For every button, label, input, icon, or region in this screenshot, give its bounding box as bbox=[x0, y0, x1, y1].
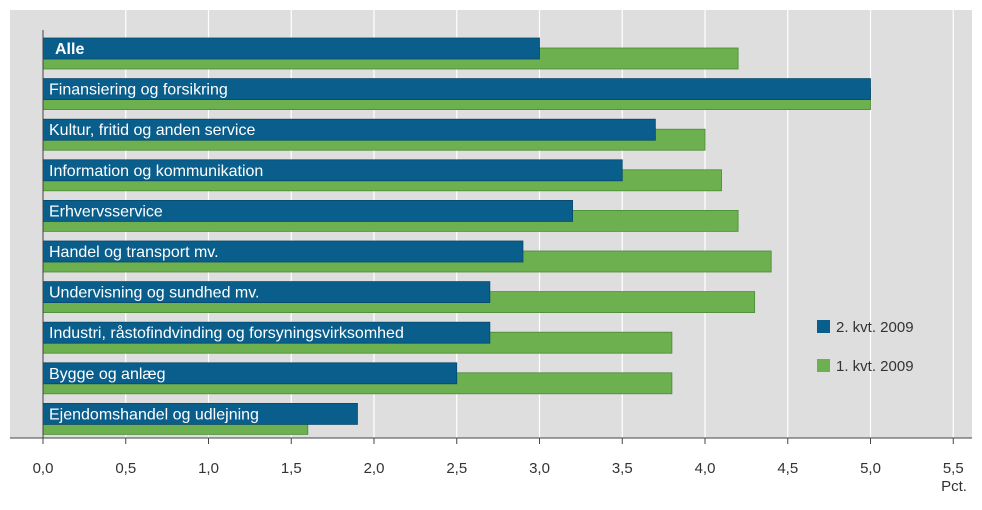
x-tick-label: 4,5 bbox=[777, 460, 798, 477]
category-label: Handel og transport mv. bbox=[49, 244, 219, 261]
category-label: Bygge og anlæg bbox=[49, 366, 166, 383]
x-tick-label: 3,0 bbox=[529, 460, 550, 477]
category-label: Alle bbox=[55, 41, 84, 58]
category-label: Information og kommunikation bbox=[49, 163, 263, 180]
x-tick-label: 1,5 bbox=[281, 460, 302, 477]
x-tick-label: 2,5 bbox=[446, 460, 467, 477]
x-tick-label: 0,0 bbox=[33, 460, 54, 477]
x-tick-label: 1,0 bbox=[198, 460, 219, 477]
bar-2-kvt-2009 bbox=[42, 37, 540, 60]
legend-swatch-1-kvt-2009 bbox=[817, 359, 830, 372]
category-label: Industri, råstofindvinding og forsynings… bbox=[49, 324, 404, 342]
category-label: Kultur, fritid og anden service bbox=[49, 122, 255, 139]
x-tick-label: 3,5 bbox=[612, 460, 633, 477]
x-unit-label: Pct. bbox=[941, 478, 967, 495]
x-tick-label: 5,5 bbox=[943, 460, 964, 477]
category-label: Finansiering og forsikring bbox=[49, 82, 228, 99]
category-label: Ejendomshandel og udlejning bbox=[49, 406, 259, 423]
x-tick-label: 5,0 bbox=[860, 460, 881, 477]
category-label: Erhvervsservice bbox=[49, 203, 163, 220]
legend-swatch-2-kvt-2009 bbox=[817, 320, 830, 333]
category-label: Undervisning og sundhed mv. bbox=[49, 285, 260, 302]
legend-label-2-kvt-2009: 2. kvt. 2009 bbox=[836, 319, 914, 336]
x-tick-label: 2,0 bbox=[364, 460, 385, 477]
x-tick-label: 0,5 bbox=[115, 460, 136, 477]
x-tick-label: 4,0 bbox=[695, 460, 716, 477]
legend-label-1-kvt-2009: 1. kvt. 2009 bbox=[836, 358, 914, 375]
